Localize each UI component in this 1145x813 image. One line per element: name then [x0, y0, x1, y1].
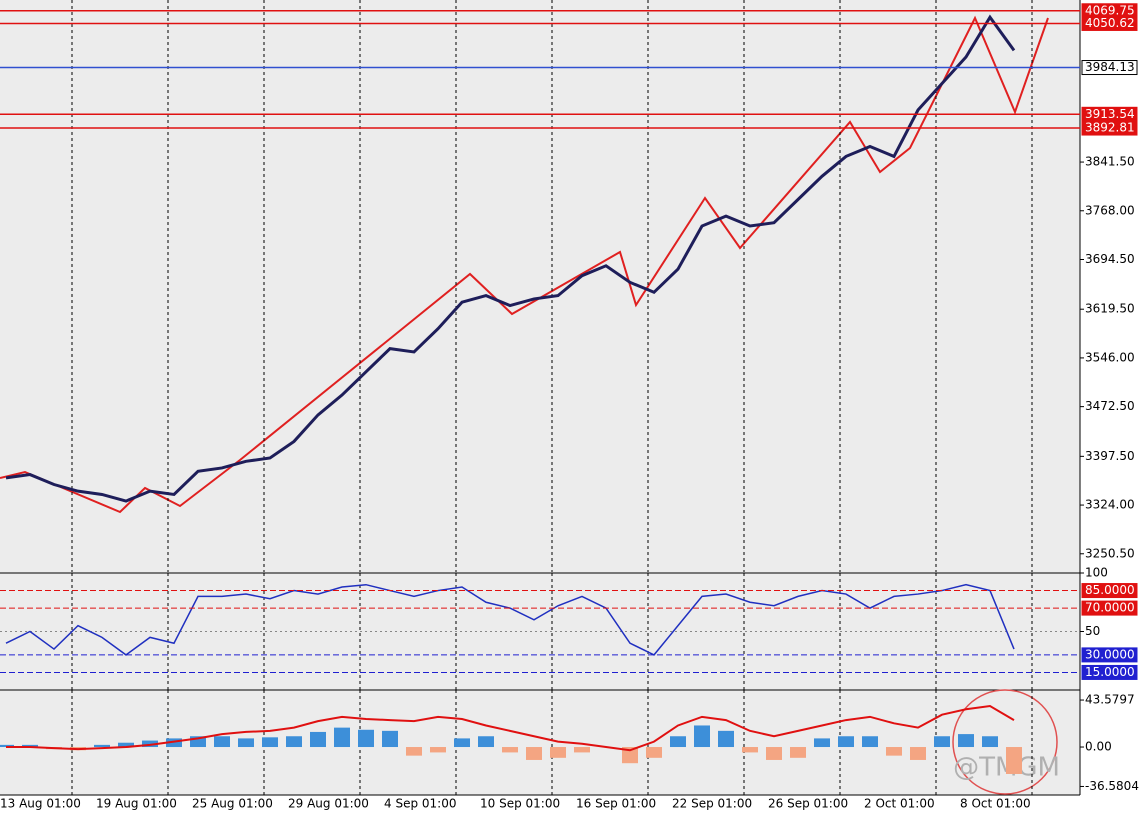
histogram-bar [0, 744, 14, 748]
histogram-bar [934, 736, 950, 748]
histogram-bar [478, 736, 494, 748]
histogram-bar [814, 738, 830, 748]
data-line [5, 14, 1016, 503]
x-tick-label: 2 Oct 01:00 [864, 797, 935, 811]
histogram-bar [718, 730, 734, 748]
x-tick-label: 8 Oct 01:00 [960, 797, 1031, 811]
level-label-box [1081, 647, 1138, 663]
level-label: 4069.75 [1085, 3, 1135, 17]
histogram-bar [190, 736, 206, 748]
histogram-bar [670, 736, 686, 748]
histogram-bar [958, 734, 974, 748]
histogram-bar [214, 736, 230, 748]
histogram-bar [454, 738, 470, 748]
histogram-bar [886, 747, 902, 756]
plot-background [0, 0, 1080, 795]
x-tick-label: 19 Aug 01:00 [96, 797, 177, 811]
histogram-bar [94, 744, 110, 748]
y-tick-label: 3619.50 [1085, 302, 1135, 316]
histogram-bar [910, 747, 926, 760]
level-label-box [1081, 583, 1138, 599]
level-label: 3892.81 [1085, 121, 1135, 135]
level-label: 3913.54 [1085, 107, 1135, 121]
histogram-bar [982, 736, 998, 748]
y-tick-label: 3324.00 [1085, 498, 1135, 512]
x-tick-label: 10 Sep 01:00 [480, 797, 560, 811]
histogram-bar [742, 747, 758, 753]
y-tick-label: 0.00 [1085, 740, 1112, 754]
histogram-bar [310, 731, 326, 748]
y-tick-label: 50 [1085, 624, 1100, 638]
histogram-bar [430, 747, 446, 753]
histogram-bar [286, 736, 302, 748]
y-tick-label: 3472.50 [1085, 399, 1135, 413]
level-label: 70.0000 [1085, 601, 1135, 615]
histogram-bar [838, 736, 854, 748]
trend-lines [0, 15, 1049, 514]
histogram-bar [166, 738, 182, 748]
x-tick-label: 13 Aug 01:00 [0, 797, 81, 811]
y-tick-label: -36.5804 [1085, 779, 1139, 793]
histogram-bar [574, 747, 590, 753]
y-tick-label: 3768.00 [1085, 203, 1135, 217]
histogram-bar [334, 727, 350, 748]
level-label: 15.0000 [1085, 665, 1135, 679]
histogram-bar [382, 730, 398, 748]
histogram-bar [550, 747, 566, 758]
histogram-bar [262, 737, 278, 748]
level-label-box [1081, 600, 1138, 616]
x-tick-label: 22 Sep 01:00 [672, 797, 752, 811]
histogram-bar [526, 747, 542, 760]
level-label-box [1081, 60, 1138, 76]
level-label: 85.0000 [1085, 583, 1135, 597]
level-label-box [1081, 15, 1138, 31]
trend-path [0, 15, 1049, 514]
histogram-bar [766, 747, 782, 760]
y-tick-label: 3397.50 [1085, 449, 1135, 463]
level-label: 4050.62 [1085, 16, 1135, 30]
x-tick-label: 29 Aug 01:00 [288, 797, 369, 811]
histogram-bar [694, 725, 710, 748]
level-label: 30.0000 [1085, 647, 1135, 661]
x-tick-label: 16 Sep 01:00 [576, 797, 656, 811]
histogram-bar [790, 747, 806, 758]
histogram-bar [1006, 747, 1022, 774]
highlight-circle [952, 689, 1058, 795]
histogram-bar [238, 738, 254, 748]
histogram-bar [22, 744, 38, 748]
y-tick-label: 3841.50 [1085, 155, 1135, 169]
histogram-bar [862, 736, 878, 748]
x-tick-label: 4 Sep 01:00 [384, 797, 456, 811]
histogram-bar [622, 747, 638, 764]
y-tick-label: 100 [1085, 566, 1108, 580]
histogram-bar [142, 740, 158, 748]
y-tick-label: 3250.50 [1085, 546, 1135, 560]
histogram-bar [646, 747, 662, 758]
data-line [6, 705, 1015, 752]
histogram-bar [118, 742, 134, 748]
x-tick-label: 26 Sep 01:00 [768, 797, 848, 811]
level-label-box [1081, 120, 1138, 136]
x-tick-label: 25 Aug 01:00 [192, 797, 273, 811]
y-tick-label: 43.5797 [1085, 693, 1135, 707]
histogram-bar [502, 747, 518, 753]
histogram-bar [406, 747, 422, 756]
y-tick-label: 3694.50 [1085, 252, 1135, 266]
level-label-box [1081, 664, 1138, 680]
y-tick-label: 3546.00 [1085, 350, 1135, 364]
histogram-bar [358, 729, 374, 748]
level-label: 3984.13 [1085, 60, 1135, 74]
